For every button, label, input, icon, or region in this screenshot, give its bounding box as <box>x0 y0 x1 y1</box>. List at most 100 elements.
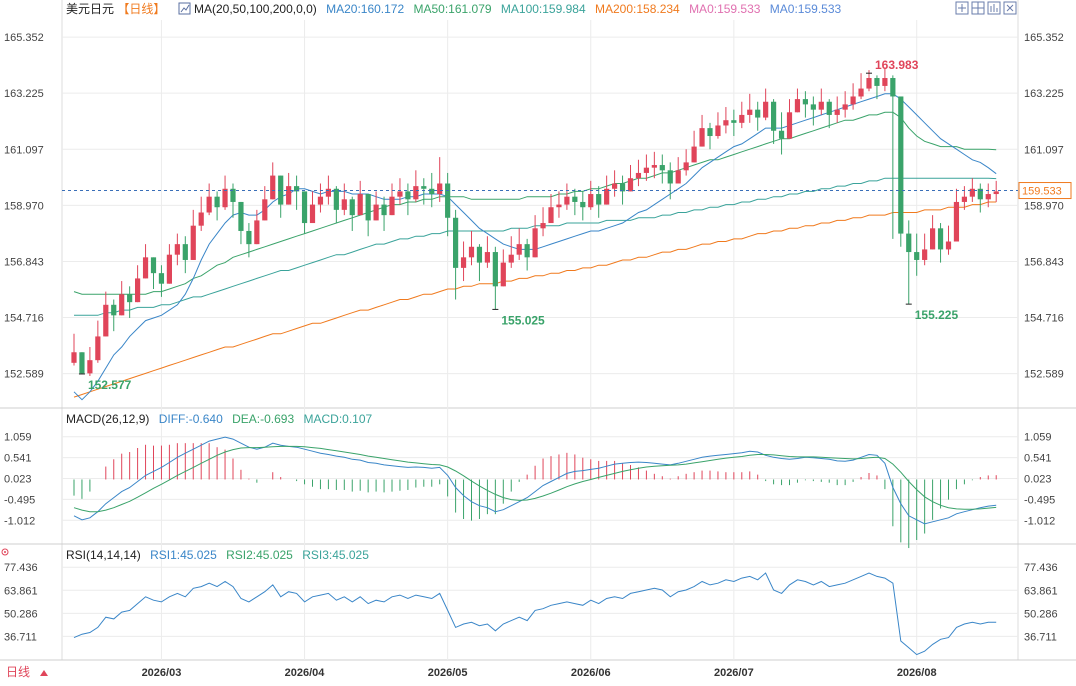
candle-body <box>699 128 705 147</box>
candle-body <box>627 178 634 192</box>
macd-dea-value: DEA:-0.693 <box>232 412 294 426</box>
date-tick-label: 2026/05 <box>428 667 468 679</box>
period-selector-label: 日线 <box>6 665 30 679</box>
macd-tick-left: 1.059 <box>4 432 32 444</box>
candle-body <box>103 304 109 337</box>
candle-body <box>79 352 85 374</box>
candle-body <box>771 101 777 131</box>
indicator-icon[interactable] <box>987 1 1001 15</box>
candle-body <box>850 96 856 105</box>
price-tick-left: 161.097 <box>4 144 44 156</box>
candle-body <box>755 109 761 118</box>
candle-body <box>651 165 657 168</box>
candle-body <box>596 194 602 205</box>
candle-body <box>468 246 475 258</box>
candle-body <box>818 101 824 110</box>
candle-body <box>325 188 331 197</box>
date-tick-label: 2026/06 <box>571 667 611 679</box>
macd-tick-right: 1.059 <box>1024 432 1052 444</box>
annotation-label: 155.025 <box>501 313 545 327</box>
macd-tick-right: 0.541 <box>1024 453 1052 465</box>
date-axis: 2026/03 2026/04 2026/05 2026/06 2026/07 2026/… <box>142 667 937 679</box>
current-price-label: 159.533 <box>1022 186 1062 198</box>
rsi-settings-icon[interactable] <box>1 548 9 556</box>
rsi3-value: RSI3:45.025 <box>302 548 369 562</box>
candle-body <box>675 170 681 184</box>
candle-body <box>747 109 753 115</box>
candle-body <box>786 112 793 139</box>
candle-body <box>961 196 967 202</box>
date-tick-label: 2026/07 <box>714 667 754 679</box>
candle-body <box>421 186 427 189</box>
candle-body <box>945 241 952 250</box>
candle-body <box>643 167 649 173</box>
ma50-line <box>73 111 997 295</box>
candle-body <box>969 188 975 197</box>
annotation-label: 152.577 <box>88 378 132 392</box>
price-tick-right: 152.589 <box>1024 369 1064 381</box>
period-label: 【日线】 <box>117 2 165 16</box>
rsi-tick-right: 77.436 <box>1024 562 1058 574</box>
ma200-value: MA200:158.234 <box>595 2 680 16</box>
candle-body <box>111 304 117 316</box>
candle-body <box>198 212 204 226</box>
date-tick-label: 2026/03 <box>142 667 182 679</box>
layout-icon[interactable] <box>971 1 985 15</box>
candle-body <box>794 99 801 113</box>
candle-body <box>826 101 832 115</box>
price-tick-left: 156.843 <box>4 256 44 268</box>
toolbar <box>955 1 1017 15</box>
macd-tick-left: 0.023 <box>4 474 32 486</box>
crosshair-icon[interactable] <box>955 1 969 15</box>
candle-body <box>492 252 498 287</box>
ma100-value: MA100:159.984 <box>501 2 586 16</box>
candle-body <box>294 186 300 192</box>
rsi-tick-left: 36.711 <box>4 631 37 643</box>
candle-body <box>87 360 93 374</box>
candle-body <box>922 249 928 260</box>
candle-body <box>635 172 642 179</box>
candle-body <box>540 223 546 229</box>
period-selector[interactable]: 日线 <box>6 665 48 679</box>
macd-diff-value: DIFF:-0.640 <box>159 412 223 426</box>
candle-body <box>222 188 228 208</box>
macd-panel: 1.059 1.059 0.541 0.541 0.023 0.023 -0.495 -0.4… <box>4 432 1055 549</box>
candle-body <box>619 183 626 192</box>
price-tick-right: 156.843 <box>1024 256 1064 268</box>
candle-body <box>977 188 983 200</box>
candle-body <box>612 183 618 189</box>
candle-body <box>858 88 864 97</box>
rsi-tick-left: 77.436 <box>4 562 38 574</box>
current-price-line: 159.533 <box>62 182 1072 200</box>
candle-body <box>914 252 920 260</box>
ma200-line <box>73 201 997 398</box>
candle-body <box>842 104 848 110</box>
rsi-params: RSI(14,14,14) <box>66 548 141 562</box>
candle-body <box>445 183 451 218</box>
ma20-value: MA20:160.172 <box>326 2 404 16</box>
candle-body <box>953 201 960 242</box>
candle-body <box>373 204 379 221</box>
candle-body <box>95 336 101 361</box>
candle-body <box>580 201 586 208</box>
rsi-tick-right: 36.711 <box>1024 631 1057 643</box>
candle-body <box>286 186 292 205</box>
candle-body <box>691 146 697 163</box>
candle-body <box>357 194 363 216</box>
candle-body <box>206 196 212 213</box>
candle-body <box>556 204 562 208</box>
candle-body <box>460 257 467 268</box>
date-tick-label: 2026/04 <box>285 667 326 679</box>
candle-body <box>810 104 816 110</box>
ma0a-value: MA0:159.533 <box>689 2 761 16</box>
candle-body <box>246 230 252 245</box>
rsi2-value: RSI2:45.025 <box>226 548 293 562</box>
candle-body <box>667 170 673 184</box>
price-tick-right: 158.970 <box>1024 200 1064 212</box>
candle-body <box>516 244 522 255</box>
candle-body <box>882 78 888 86</box>
candle-body <box>190 225 196 260</box>
price-axis: 165.352 165.352 163.225 163.225 161.097 161.0… <box>4 32 1064 381</box>
fullscreen-icon[interactable] <box>1003 1 1017 15</box>
